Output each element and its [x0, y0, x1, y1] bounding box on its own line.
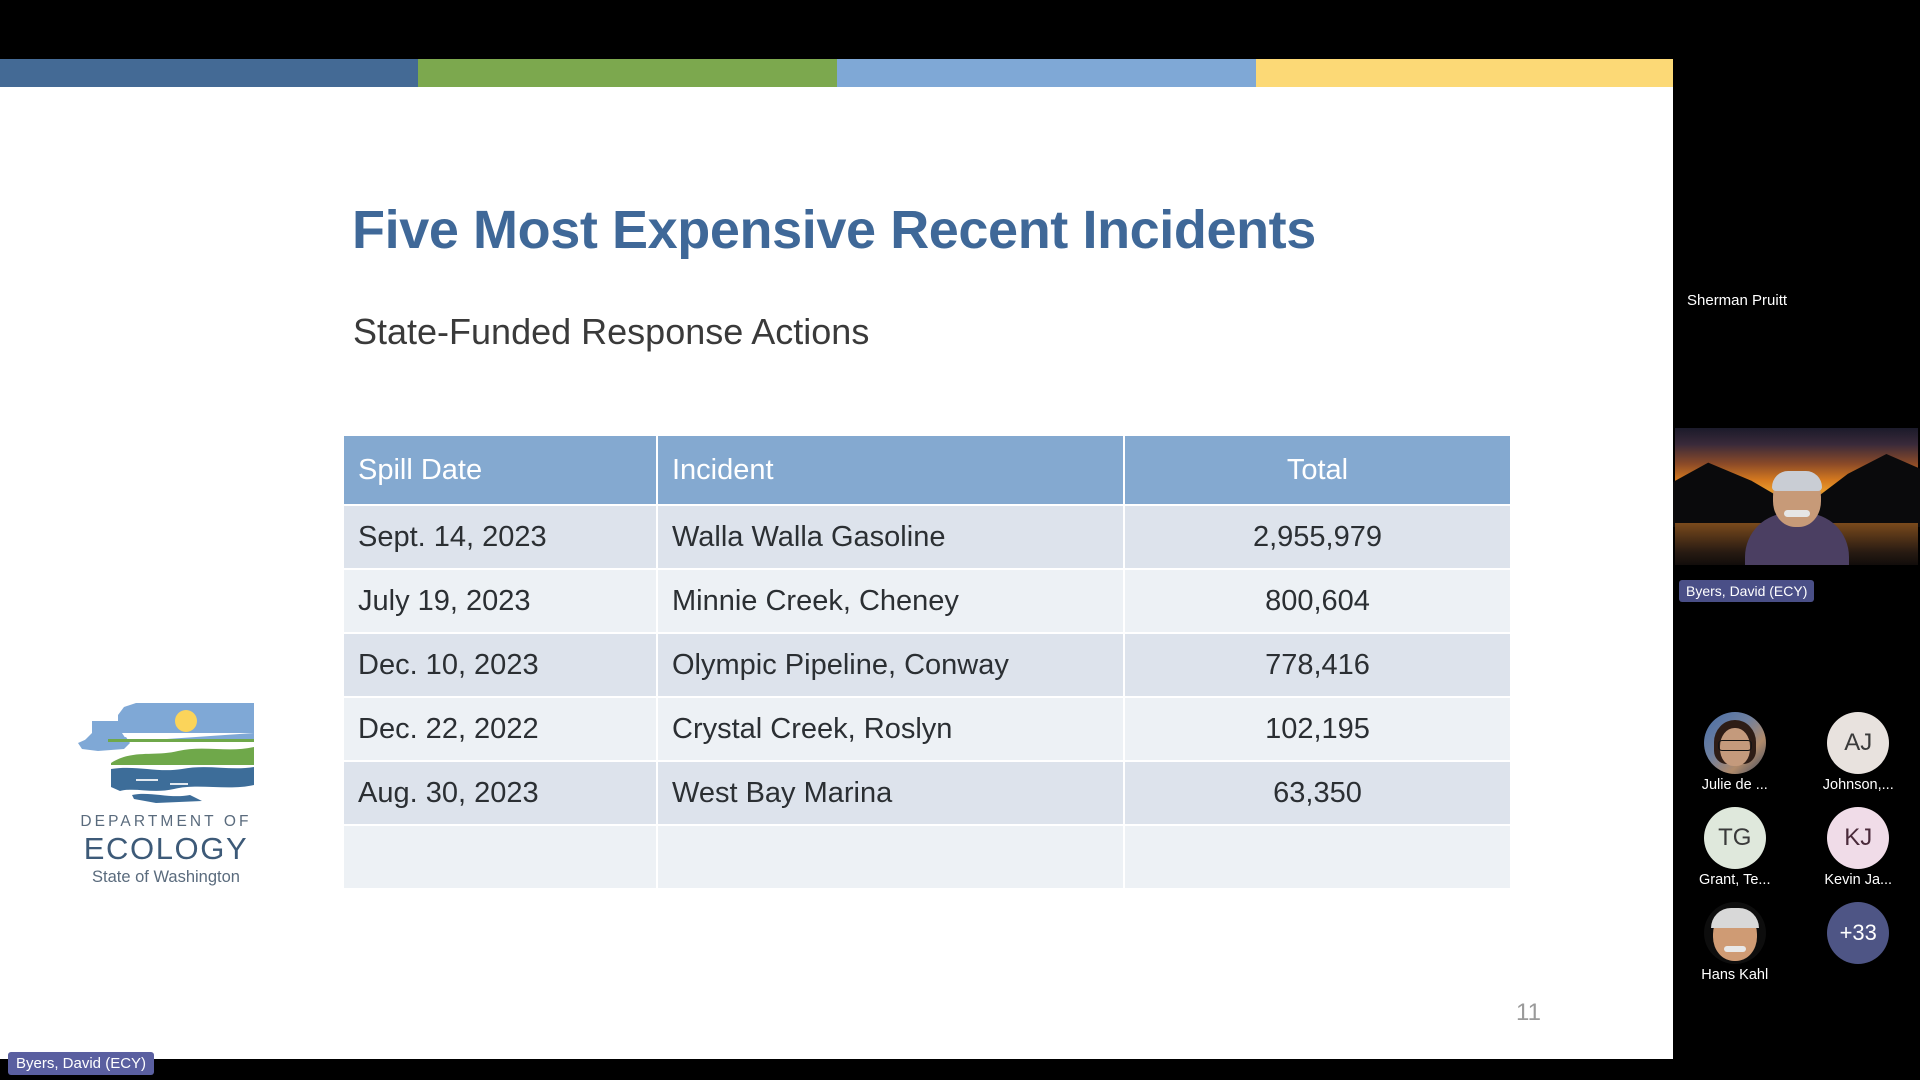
avatar-initials: AJ [1827, 712, 1890, 774]
cell-spill-date: July 19, 2023 [344, 570, 656, 632]
participant-video-feed [1673, 428, 1920, 565]
avatar-name-label: Julie de ... [1701, 777, 1768, 793]
participant-avatar-kevin[interactable]: KJ Kevin Ja... [1802, 807, 1914, 888]
cell-total: 102,195 [1125, 698, 1510, 760]
avatar-initials: TG [1703, 807, 1766, 869]
colorbar-segment-dark-blue [0, 59, 418, 87]
avatar-mustache [1723, 946, 1746, 952]
slide-number: 11 [1516, 999, 1541, 1026]
active-speaker-name-badge: Byers, David (ECY) [1679, 580, 1815, 602]
department-of-ecology-logo: DEPARTMENT OF ECOLOGY State of Washingto… [78, 699, 254, 887]
cell-incident [658, 826, 1123, 888]
person-hair [1771, 471, 1822, 491]
cell-spill-date: Dec. 10, 2023 [344, 634, 656, 696]
avatar [1703, 902, 1766, 964]
colorbar-segment-green [418, 59, 837, 87]
cell-incident: Crystal Creek, Roslyn [658, 698, 1123, 760]
washington-state-map-icon [78, 703, 254, 803]
avatar-initials: KJ [1827, 807, 1890, 869]
presentation-slide: Five Most Expensive Recent Incidents Sta… [0, 59, 1673, 1059]
colorbar-segment-yellow [1256, 59, 1673, 87]
participant-overflow-count[interactable]: +33 [1802, 902, 1914, 983]
cell-incident: West Bay Marina [658, 762, 1123, 824]
avatar-hair [1710, 908, 1759, 928]
participants-video-panel: Sherman Pruitt Byers, David (ECY) [1673, 0, 1920, 1080]
logo-text-ecology: ECOLOGY [83, 831, 249, 866]
slide-accent-colorbar [0, 59, 1673, 87]
participant-tile-sherman-pruitt[interactable]: Sherman Pruitt [1673, 70, 1920, 420]
table-row: Aug. 30, 2023 West Bay Marina 63,350 [344, 762, 1510, 824]
avatar-row: TG Grant, Te... KJ Kevin Ja... [1673, 807, 1920, 888]
avatar-name-label: Grant, Te... [1699, 872, 1771, 888]
participant-avatar-hans[interactable]: Hans Kahl [1679, 902, 1791, 983]
cell-total: 63,350 [1125, 762, 1510, 824]
screen-share-speaker-badge: Byers, David (ECY) [8, 1052, 155, 1075]
avatar-name-label: Johnson,... [1822, 777, 1894, 793]
cell-total [1125, 826, 1510, 888]
logo-text-department-of: DEPARTMENT OF [80, 813, 252, 830]
avatar-face [1719, 728, 1750, 766]
cell-spill-date: Aug. 30, 2023 [344, 762, 656, 824]
table-row-empty [344, 826, 1510, 888]
participant-avatar-julie[interactable]: Julie de ... [1679, 712, 1791, 793]
cell-spill-date: Sept. 14, 2023 [344, 506, 656, 568]
cell-incident: Minnie Creek, Cheney [658, 570, 1123, 632]
person-mustache [1783, 510, 1810, 517]
overflow-badge: +33 [1827, 902, 1890, 964]
cell-total: 800,604 [1125, 570, 1510, 632]
avatar-name-label: Kevin Ja... [1824, 872, 1893, 888]
table-row: Dec. 22, 2022 Crystal Creek, Roslyn 102,… [344, 698, 1510, 760]
participant-silhouette [1743, 471, 1851, 565]
cell-total: 2,955,979 [1125, 506, 1510, 568]
column-header-incident: Incident [658, 436, 1123, 504]
glasses-icon [1717, 740, 1752, 751]
cell-incident: Walla Walla Gasoline [658, 506, 1123, 568]
participant-name-label: Sherman Pruitt [1687, 292, 1788, 309]
cell-spill-date: Dec. 22, 2022 [344, 698, 656, 760]
cell-total: 778,416 [1125, 634, 1510, 696]
table-row: July 19, 2023 Minnie Creek, Cheney 800,6… [344, 570, 1510, 632]
logo-text-state-of-washington: State of Washington [92, 868, 240, 886]
spill-incidents-table: Spill Date Incident Total Sept. 14, 2023… [342, 434, 1512, 890]
cell-incident: Olympic Pipeline, Conway [658, 634, 1123, 696]
avatar [1703, 712, 1766, 774]
cell-spill-date [344, 826, 656, 888]
slide-title: Five Most Expensive Recent Incidents [352, 200, 1316, 260]
participant-avatar-grant[interactable]: TG Grant, Te... [1679, 807, 1791, 888]
participant-avatar-johnson[interactable]: AJ Johnson,... [1802, 712, 1914, 793]
avatar-name-label: Hans Kahl [1701, 967, 1769, 983]
participant-avatar-grid: Julie de ... AJ Johnson,... TG Grant, Te… [1673, 712, 1920, 997]
slide-subtitle: State-Funded Response Actions [353, 311, 870, 352]
colorbar-segment-light-blue [837, 59, 1256, 87]
participant-tile-active-speaker[interactable]: Byers, David (ECY) [1673, 420, 1920, 610]
table-header-row: Spill Date Incident Total [344, 436, 1510, 504]
column-header-spill-date: Spill Date [344, 436, 656, 504]
table-row: Dec. 10, 2023 Olympic Pipeline, Conway 7… [344, 634, 1510, 696]
avatar-row: Hans Kahl +33 [1673, 902, 1920, 983]
avatar-row: Julie de ... AJ Johnson,... [1673, 712, 1920, 793]
table-row: Sept. 14, 2023 Walla Walla Gasoline 2,95… [344, 506, 1510, 568]
column-header-total: Total [1125, 436, 1510, 504]
